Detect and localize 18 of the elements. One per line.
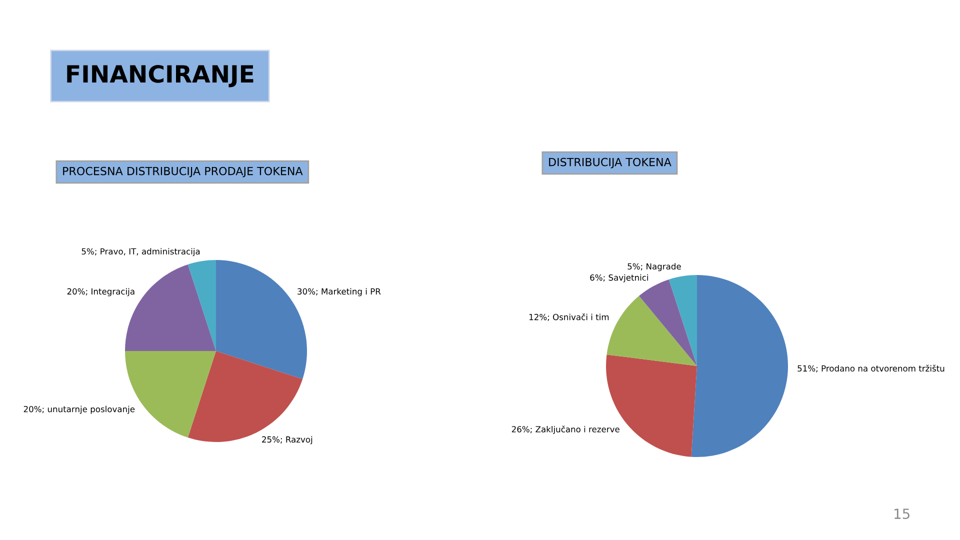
text: 15: [894, 508, 910, 520]
text: FINANCIRANJE: [67, 64, 254, 88]
pie-slice: [606, 296, 697, 366]
slice-label: 51%; Prodano na otvorenom tržištu: [798, 364, 944, 372]
chart-title: PROCESNA DISTRIBUCIJA PRODAJE TOKENA: [63, 166, 303, 178]
pie-slice: [668, 275, 697, 366]
slice-label: 5%; Pravo, IT, administracija: [82, 248, 200, 256]
slice-label: 12%; Osnivači i tim: [529, 313, 609, 322]
chart-title: DISTRIBUCIJA TOKENA: [549, 158, 672, 168]
slice-label: 20%; unutarnje poslovanje: [24, 406, 135, 414]
pie-slice: [691, 275, 788, 457]
slice-label: 30%; Marketing i PR: [298, 288, 381, 296]
slice-label: 20%; Integracija: [67, 288, 134, 296]
slice-label: 26%; Zaključano i rezerve: [512, 426, 620, 434]
slice-label: 6%; Savjetnici: [590, 274, 648, 282]
pie-slice: [188, 260, 216, 351]
slice-label: 25%; Razvoj: [262, 436, 312, 444]
slice-label: 5%; Nagrade: [628, 263, 681, 272]
